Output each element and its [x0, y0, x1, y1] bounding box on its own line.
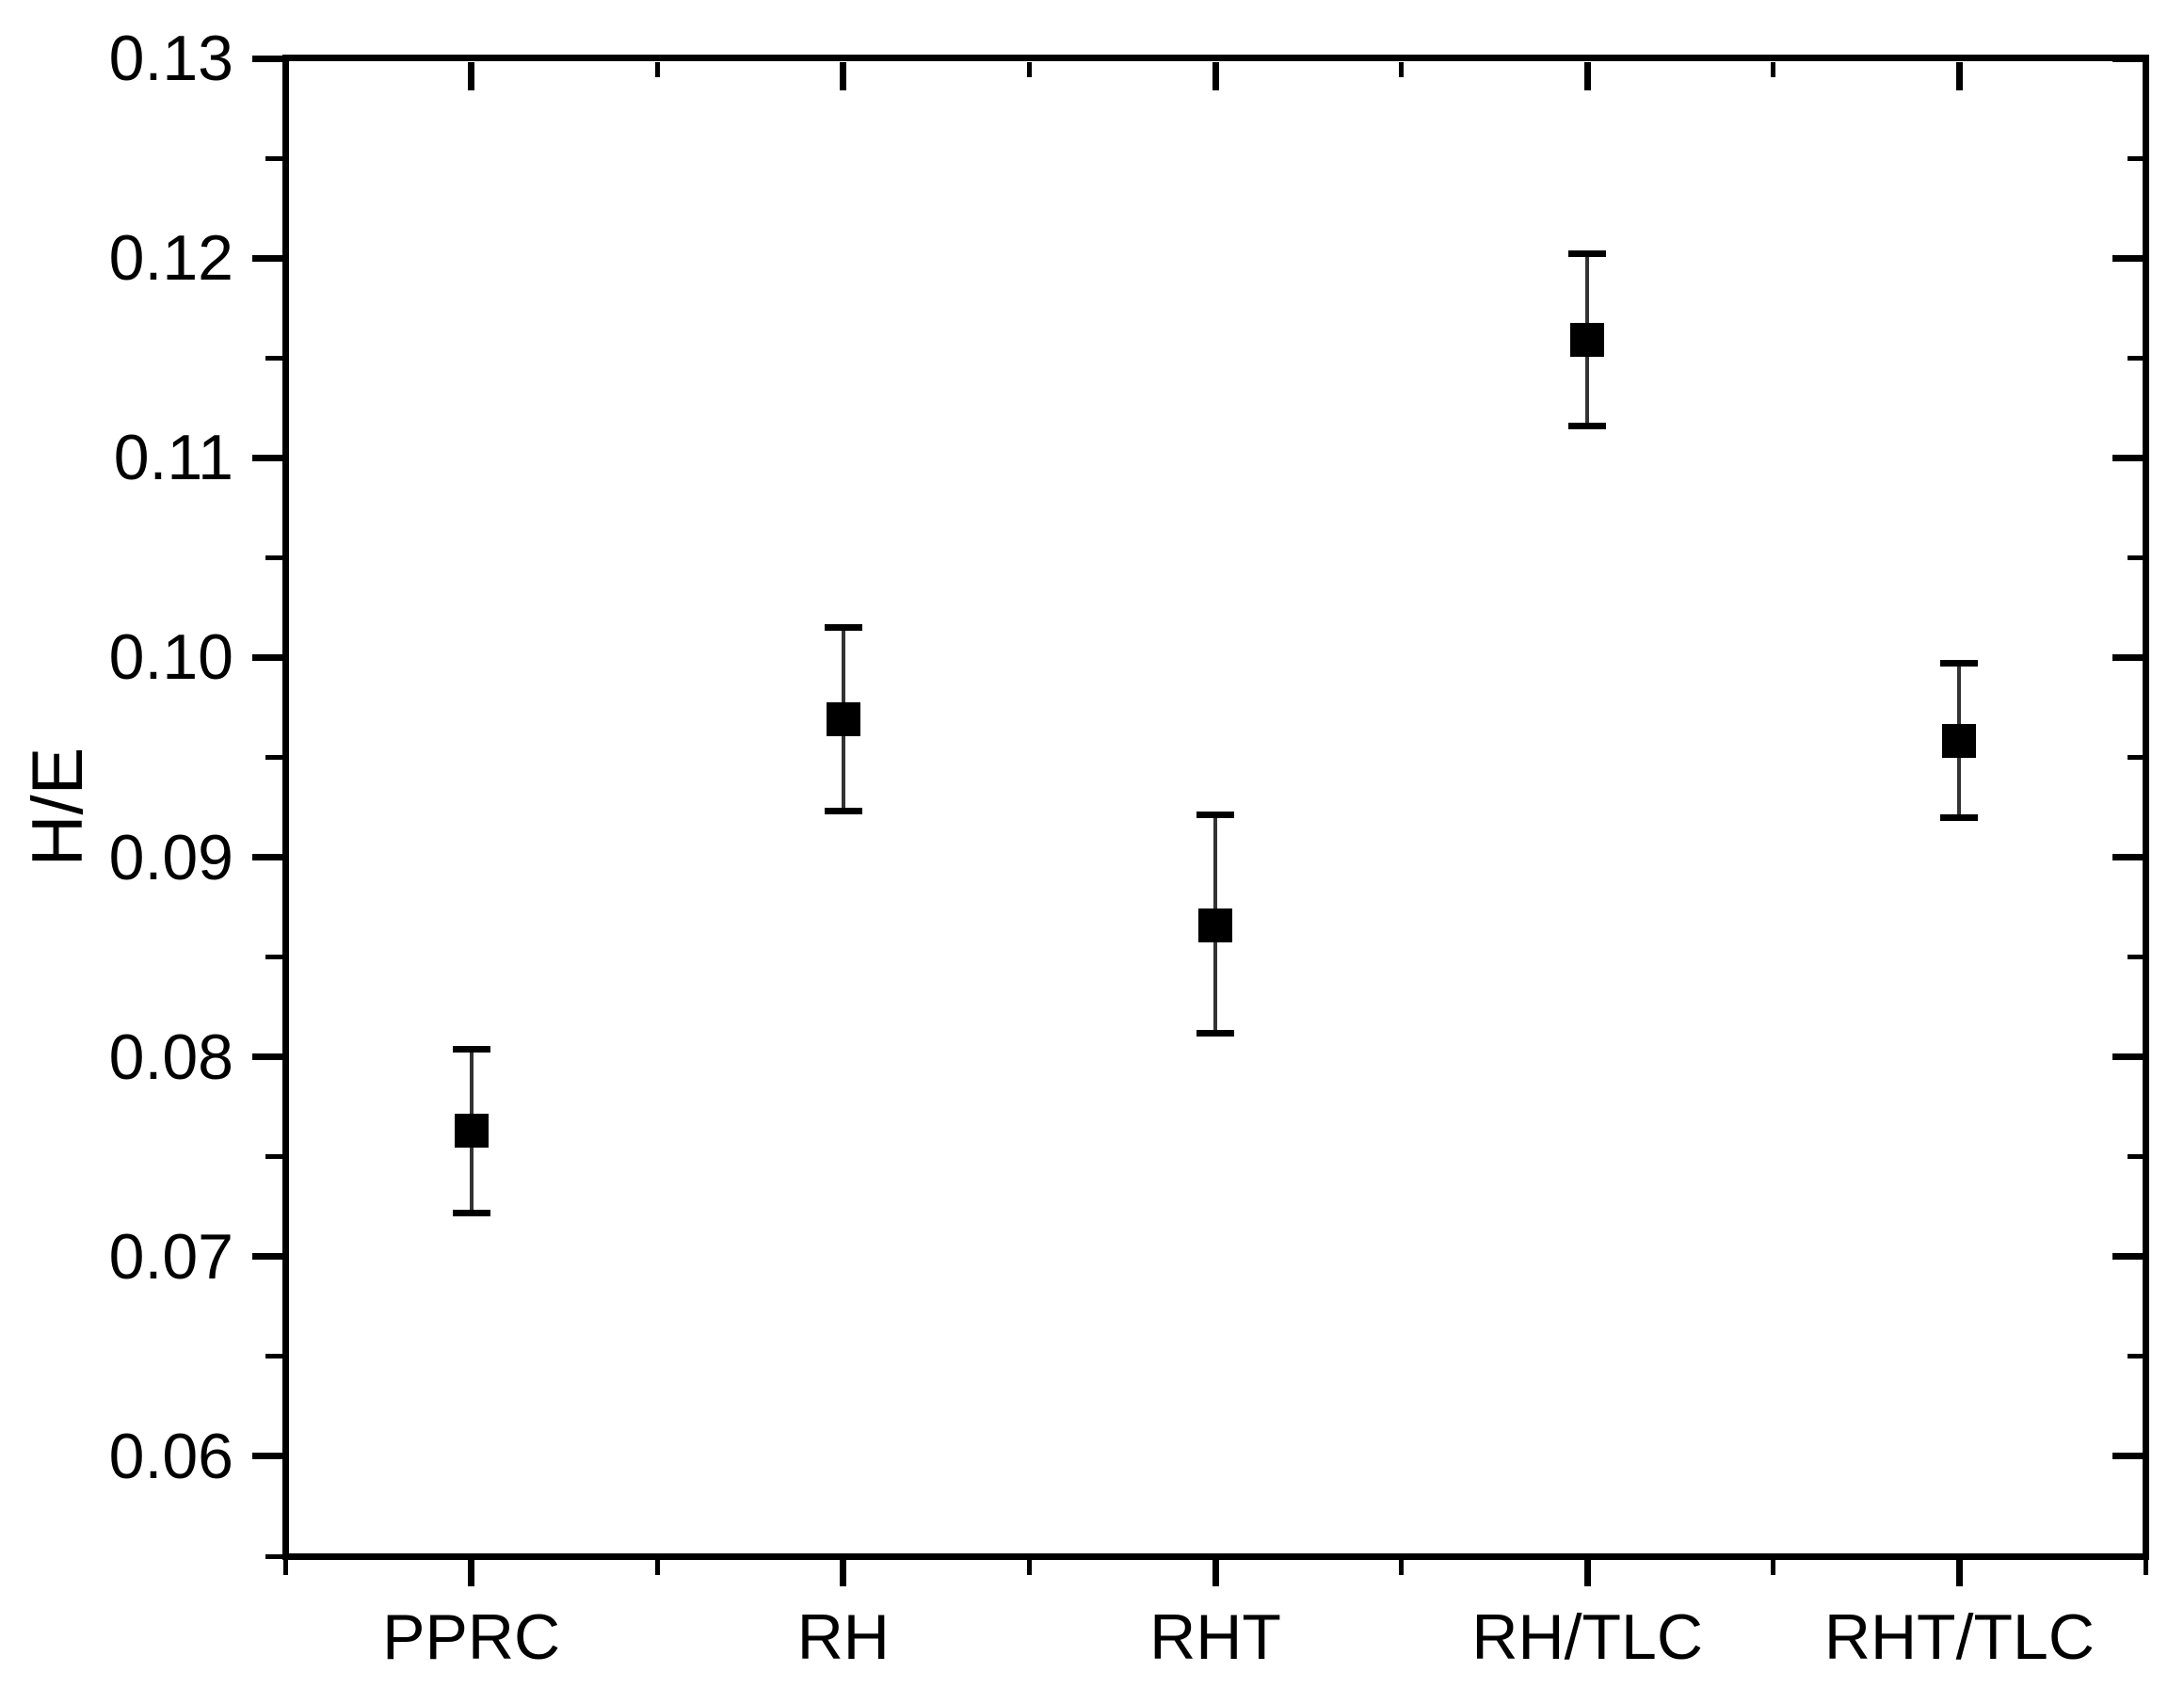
- y-tick-label: 0.11: [113, 422, 233, 494]
- data-point-marker-rh-tlc: [1570, 323, 1605, 358]
- x-major-tick-mirror: [1583, 61, 1591, 90]
- x-minor-tick: [1399, 1559, 1405, 1575]
- x-minor-tick-mirror: [1771, 61, 1776, 77]
- y-minor-tick: [265, 1154, 282, 1160]
- y-major-tick: [251, 1253, 282, 1261]
- y-major-tick-mirror: [2112, 254, 2143, 262]
- error-bar-cap-bottom-rht: [1196, 1029, 1234, 1037]
- x-tick-label: PPRC: [382, 1601, 561, 1673]
- x-minor-tick-mirror: [654, 61, 660, 77]
- error-bar-cap-top-rh-tlc: [1568, 250, 1607, 258]
- x-minor-tick-mirror: [1026, 61, 1032, 77]
- plot-area: [282, 55, 2149, 1560]
- x-major-tick: [840, 1559, 847, 1586]
- y-minor-tick-mirror: [2127, 155, 2143, 161]
- x-minor-tick: [1771, 1559, 1776, 1575]
- y-minor-tick: [265, 355, 282, 361]
- y-minor-tick-mirror: [2127, 1354, 2143, 1359]
- y-minor-tick-mirror: [2127, 955, 2143, 960]
- error-bar-cap-top-rht: [1196, 812, 1234, 819]
- y-minor-tick-mirror: [2127, 555, 2143, 560]
- y-minor-tick-mirror: [2127, 1154, 2143, 1160]
- data-point-marker-rht: [1198, 908, 1232, 942]
- x-major-tick-mirror: [840, 61, 847, 90]
- y-major-tick-mirror: [2112, 1053, 2143, 1061]
- error-bar-cap-bottom-rht-tlc: [1940, 813, 1979, 821]
- error-bar-cap-top-rh: [824, 624, 862, 632]
- y-minor-tick: [265, 1553, 282, 1559]
- y-minor-tick-mirror: [2127, 754, 2143, 760]
- x-major-tick: [1212, 1559, 1219, 1586]
- error-bar-cap-bottom-rh-tlc: [1568, 422, 1607, 429]
- y-tick-label: 0.13: [108, 23, 233, 94]
- y-major-tick: [251, 254, 282, 262]
- y-tick-label: 0.10: [108, 621, 233, 694]
- y-minor-tick: [265, 754, 282, 760]
- y-major-tick: [251, 1053, 282, 1061]
- y-major-tick: [251, 653, 282, 661]
- error-bar-cap-bottom-pprc: [452, 1209, 490, 1216]
- y-tick-label: 0.09: [108, 821, 233, 893]
- y-minor-tick-mirror: [2127, 1553, 2143, 1559]
- x-minor-tick: [2143, 1559, 2148, 1575]
- y-tick-label: 0.06: [108, 1420, 233, 1492]
- error-bar-cap-top-pprc: [452, 1045, 490, 1053]
- error-bar-cap-bottom-rh: [824, 808, 862, 815]
- y-major-tick-mirror: [2112, 854, 2143, 861]
- y-minor-tick: [265, 155, 282, 161]
- x-tick-label: RHT: [1149, 1601, 1281, 1673]
- x-minor-tick: [654, 1559, 660, 1575]
- y-major-tick-mirror: [2112, 1453, 2143, 1460]
- y-major-tick: [251, 1453, 282, 1460]
- x-major-tick: [468, 1559, 475, 1586]
- y-major-tick: [251, 55, 282, 62]
- y-tick-label: 0.08: [108, 1021, 233, 1093]
- y-minor-tick: [265, 1354, 282, 1359]
- y-major-tick-mirror: [2112, 1253, 2143, 1261]
- data-point-marker-pprc: [454, 1114, 489, 1149]
- y-major-tick-mirror: [2112, 653, 2143, 661]
- y-major-tick: [251, 854, 282, 861]
- x-minor-tick-mirror: [1399, 61, 1405, 77]
- error-bar-cap-top-rht-tlc: [1940, 660, 1979, 667]
- x-minor-tick: [1026, 1559, 1032, 1575]
- x-major-tick-mirror: [1212, 61, 1219, 90]
- x-major-tick: [1583, 1559, 1591, 1586]
- y-major-tick-mirror: [2112, 454, 2143, 461]
- y-minor-tick: [265, 955, 282, 960]
- y-major-tick-mirror: [2112, 55, 2143, 62]
- x-tick-label: RH: [796, 1601, 890, 1673]
- data-point-marker-rht-tlc: [1942, 724, 1977, 759]
- y-major-tick: [251, 454, 282, 461]
- y-minor-tick-mirror: [2127, 355, 2143, 361]
- y-tick-label: 0.12: [108, 222, 233, 295]
- y-minor-tick: [265, 555, 282, 560]
- y-tick-label: 0.07: [108, 1220, 233, 1293]
- x-tick-label: RHT/TLC: [1823, 1601, 2095, 1673]
- x-major-tick: [1955, 1559, 1963, 1586]
- x-tick-label: RH/TLC: [1471, 1601, 1703, 1673]
- x-major-tick-mirror: [1955, 61, 1963, 90]
- x-major-tick-mirror: [468, 61, 475, 90]
- x-minor-tick: [282, 1559, 288, 1575]
- data-point-marker-rh: [826, 702, 860, 737]
